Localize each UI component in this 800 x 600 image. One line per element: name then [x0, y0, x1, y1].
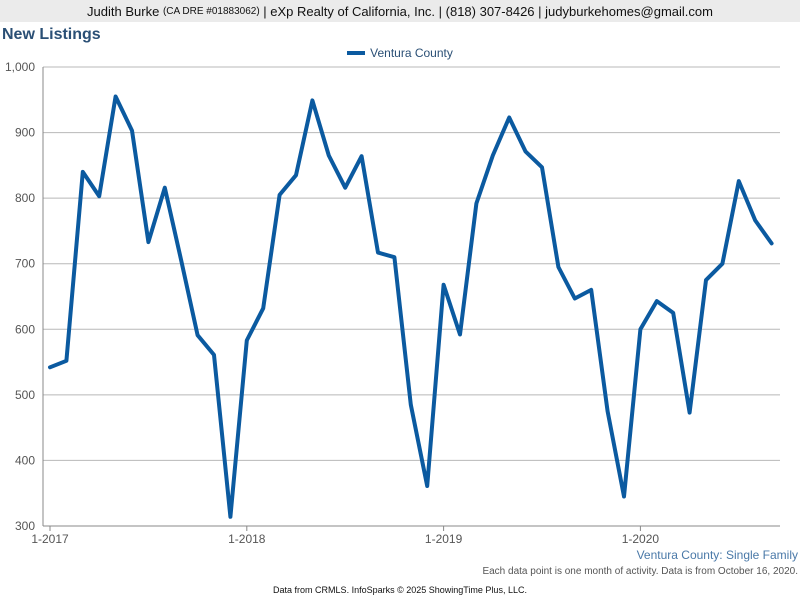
series-caption: Ventura County: Single Family: [636, 548, 798, 562]
y-tick-label: 700: [15, 257, 35, 271]
series-line-ventura-county: [48, 94, 774, 519]
y-tick-label: 600: [15, 322, 35, 336]
y-tick-label: 1,000: [5, 60, 35, 74]
y-tick-label: 500: [15, 388, 35, 402]
y-tick-label: 300: [15, 519, 35, 533]
legend-swatch: [347, 51, 366, 55]
x-tick-label: 1-2017: [31, 532, 69, 546]
y-tick-label: 800: [15, 191, 35, 205]
chart-legend: Ventura County: [0, 46, 800, 60]
agent-contact-details: | eXp Realty of California, Inc. | (818)…: [263, 3, 713, 19]
x-tick-label: 1-2019: [425, 532, 463, 546]
legend-label: Ventura County: [370, 46, 453, 60]
x-tick-label: 1-2020: [622, 532, 660, 546]
x-tick-label: 1-2018: [228, 532, 266, 546]
data-credits: Data from CRMLS. InfoSparks © 2025 Showi…: [273, 585, 527, 595]
data-note: Each data point is one month of activity…: [482, 566, 798, 577]
chart-title: New Listings: [2, 26, 101, 43]
agent-contact-bar: Judith Burke (CA DRE #01883062) | eXp Re…: [0, 0, 800, 22]
agent-license: (CA DRE #01883062): [162, 5, 260, 17]
y-tick-label: 900: [15, 126, 35, 140]
agent-name: Judith Burke: [87, 3, 160, 19]
y-tick-label: 400: [15, 453, 35, 467]
